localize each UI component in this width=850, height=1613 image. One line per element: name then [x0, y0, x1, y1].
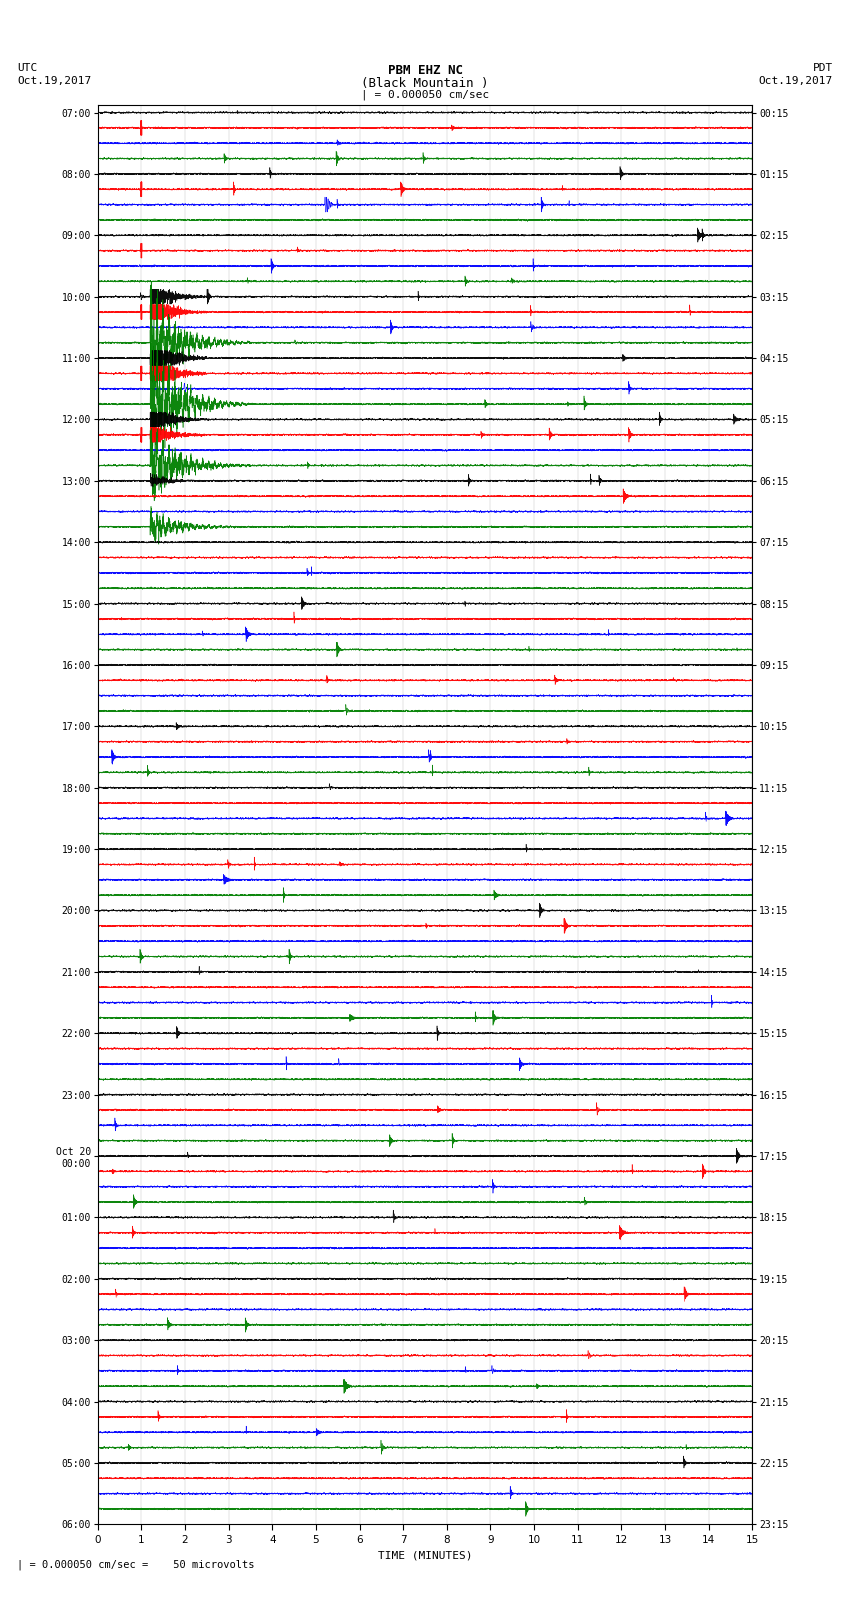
Text: | = 0.000050 cm/sec: | = 0.000050 cm/sec: [361, 89, 489, 100]
Text: Oct.19,2017: Oct.19,2017: [17, 76, 91, 85]
Text: PBM EHZ NC: PBM EHZ NC: [388, 63, 462, 77]
Text: (Black Mountain ): (Black Mountain ): [361, 76, 489, 90]
X-axis label: TIME (MINUTES): TIME (MINUTES): [377, 1550, 473, 1560]
Text: UTC: UTC: [17, 63, 37, 73]
Text: PDT: PDT: [813, 63, 833, 73]
Text: Oct.19,2017: Oct.19,2017: [759, 76, 833, 85]
Text: | = 0.000050 cm/sec =    50 microvolts: | = 0.000050 cm/sec = 50 microvolts: [17, 1560, 254, 1569]
